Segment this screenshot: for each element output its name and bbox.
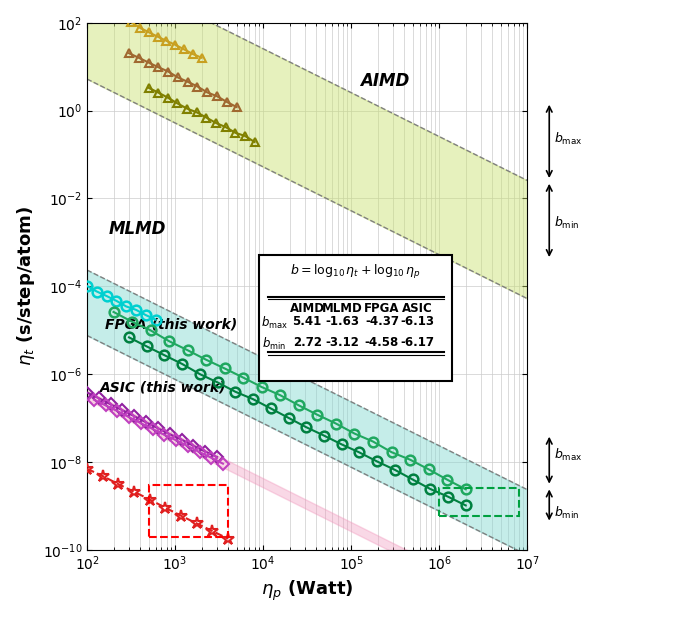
Text: $b_{\rm min}$: $b_{\rm min}$	[553, 215, 580, 231]
Text: MLMD: MLMD	[109, 219, 166, 237]
Text: -6.13: -6.13	[400, 315, 434, 328]
Text: $b = \log_{10}\eta_t + \log_{10}\eta_p$: $b = \log_{10}\eta_t + \log_{10}\eta_p$	[290, 263, 421, 281]
Text: $b_{\rm max}$: $b_{\rm max}$	[260, 315, 288, 331]
FancyBboxPatch shape	[259, 255, 452, 381]
Text: AIMD: AIMD	[290, 302, 325, 315]
Text: FPGA (this work): FPGA (this work)	[105, 318, 237, 331]
Text: MLMD: MLMD	[322, 302, 363, 315]
Bar	[149, 485, 228, 536]
Text: FPGA: FPGA	[364, 302, 400, 315]
Text: $b_{\rm max}$: $b_{\rm max}$	[553, 130, 582, 147]
Text: ASIC: ASIC	[402, 302, 432, 315]
Text: 5.41: 5.41	[292, 315, 322, 328]
Text: -6.17: -6.17	[400, 336, 434, 349]
Y-axis label: $\eta_t$ (s/step/atom): $\eta_t$ (s/step/atom)	[15, 206, 37, 366]
Text: 2.72: 2.72	[292, 336, 322, 349]
Text: -1.63: -1.63	[325, 315, 360, 328]
Text: $b_{\rm min}$: $b_{\rm min}$	[553, 505, 580, 521]
Text: $b_{\rm max}$: $b_{\rm max}$	[553, 447, 582, 463]
Text: -4.58: -4.58	[365, 336, 399, 349]
X-axis label: $\eta_p$ (Watt): $\eta_p$ (Watt)	[261, 579, 353, 603]
Text: -3.12: -3.12	[325, 336, 360, 349]
Bar	[439, 488, 519, 515]
Text: $b_{\rm min}$: $b_{\rm min}$	[262, 336, 286, 352]
Text: -4.37: -4.37	[365, 315, 399, 328]
Text: AIMD: AIMD	[360, 72, 409, 90]
Text: ASIC (this work): ASIC (this work)	[100, 381, 227, 395]
